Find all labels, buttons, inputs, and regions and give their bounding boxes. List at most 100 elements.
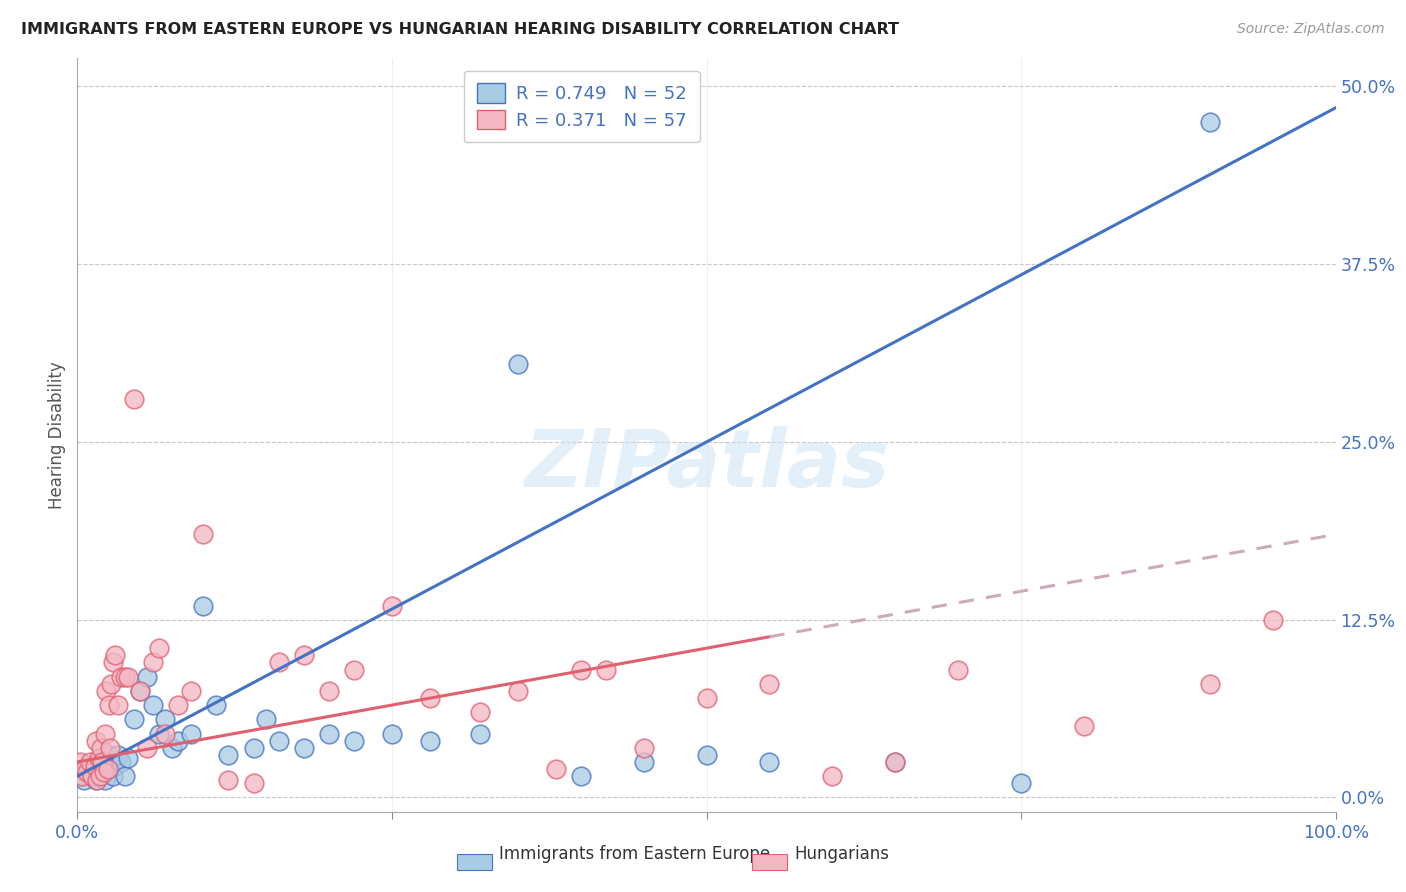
Point [633,740,655,755]
Text: Immigrants from Eastern Europe: Immigrants from Eastern Europe [499,846,770,863]
Point [104,648,127,663]
Point [69,755,91,769]
Text: ZIPatlas: ZIPatlas [524,426,889,504]
Point [96,762,118,776]
Point [381,726,404,740]
Point [72,773,94,788]
Point [89,769,111,783]
Point [217,773,239,788]
Point [821,769,844,783]
Point [84,773,107,788]
Point [91,764,114,779]
Point [93,755,115,769]
Point [107,747,129,762]
Point [76,764,98,779]
Point [86,755,108,769]
Point [101,769,124,783]
Point [142,698,165,712]
Point [93,764,115,779]
Point [98,755,121,769]
Point [87,750,110,764]
Point [1261,613,1284,627]
Point [1198,115,1220,129]
Text: Source: ZipAtlas.com: Source: ZipAtlas.com [1237,22,1385,37]
Point [318,683,340,698]
Point [148,726,170,740]
Point [267,733,290,747]
Point [155,712,177,726]
Point [97,698,120,712]
Point [82,769,104,783]
Y-axis label: Hearing Disability: Hearing Disability [48,361,66,508]
Point [569,663,592,677]
Point [84,759,107,773]
Point [696,747,718,762]
Point [167,733,190,747]
Point [217,747,239,762]
Point [135,740,157,755]
Point [87,764,110,779]
Legend: R = 0.749   N = 52, R = 0.371   N = 57: R = 0.749 N = 52, R = 0.371 N = 57 [464,70,700,142]
Point [633,755,655,769]
Point [948,663,970,677]
Point [696,690,718,705]
Point [758,677,780,691]
Point [242,740,264,755]
Point [135,670,157,684]
Point [884,755,907,769]
Point [117,750,139,764]
Point [506,357,529,371]
Point [419,690,441,705]
Point [110,755,132,769]
Point [884,755,907,769]
Point [90,740,112,755]
Point [114,769,136,783]
Point [292,740,315,755]
Point [1073,719,1095,733]
Point [94,726,117,740]
Point [267,656,290,670]
Point [82,769,104,783]
Point [98,740,121,755]
Point [94,773,117,788]
Point [70,769,93,783]
Point [468,705,491,719]
Point [91,755,114,769]
Point [544,762,567,776]
Point [343,663,366,677]
Point [180,683,202,698]
Point [76,762,98,776]
Point [595,663,617,677]
Point [129,683,152,698]
Point [1010,776,1032,790]
Point [180,726,202,740]
Point [107,698,129,712]
Point [204,698,226,712]
Text: Hungarians: Hungarians [794,846,890,863]
Point [167,698,190,712]
Point [1198,677,1220,691]
Point [242,776,264,790]
Point [254,712,277,726]
Point [758,755,780,769]
Point [90,759,112,773]
Point [117,670,139,684]
Point [160,740,183,755]
Point [148,641,170,656]
Point [101,656,124,670]
Point [97,747,120,762]
Point [318,726,340,740]
Point [155,726,177,740]
Point [84,733,107,747]
Point [129,683,152,698]
Point [191,527,215,541]
Point [506,683,529,698]
Point [79,764,101,779]
Point [569,769,592,783]
Point [419,733,441,747]
Point [86,773,108,788]
Point [191,599,215,613]
Point [96,683,118,698]
Point [122,712,145,726]
Point [110,670,132,684]
